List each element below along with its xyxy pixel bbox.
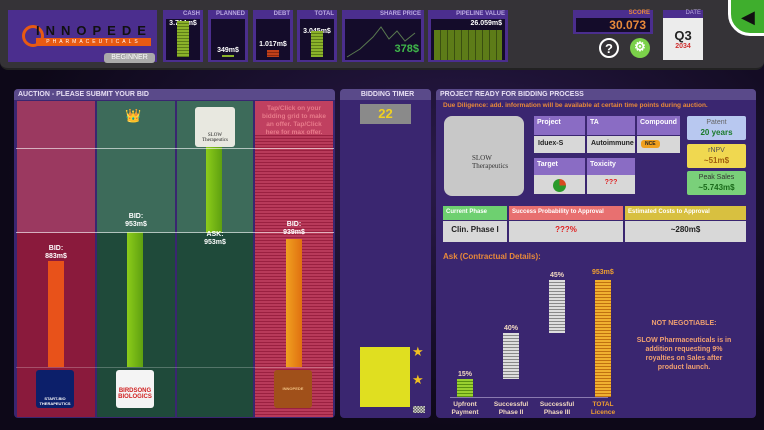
star-icon: ★ xyxy=(412,372,424,387)
cash-stat: CASH3.714m$ xyxy=(163,10,203,62)
company-tagline: PHARMACEUTICALS xyxy=(36,38,151,46)
total-licence-bar xyxy=(595,280,611,397)
player-bid-column[interactable]: Tap/Click on your bidding grid to make a… xyxy=(255,101,333,417)
peak-sales-box: Peak Sales ~5.743m$ xyxy=(687,171,746,195)
caduceus-logo-icon xyxy=(22,25,44,47)
bidder-column-birdsong[interactable]: 👑 BID: 953m$ BIRDSONG BIOLOGICS xyxy=(97,101,175,417)
phase2-bar xyxy=(503,333,519,379)
finish-flag-icon xyxy=(413,406,425,413)
difficulty-badge: BEGINNER xyxy=(104,53,155,63)
score-display: SCORE 30.073 xyxy=(573,10,653,34)
max-offer-hint[interactable]: Tap/Click on your bidding grid to make a… xyxy=(262,105,326,136)
patent-box: Patent 20 years xyxy=(687,116,746,140)
timer-value: 22 xyxy=(360,104,411,124)
share-price-stat: SHARE PRICE 378$ xyxy=(342,10,424,62)
slow-therapeutics-logo: SLOW Therapeutics xyxy=(195,107,235,147)
total-stat: TOTAL3.045m$ xyxy=(297,10,337,62)
not-negotiable-title: NOT NEGOTIABLE: xyxy=(651,320,717,327)
share-price-sparkline xyxy=(346,26,416,58)
ask-title: Ask (Contractual Details): xyxy=(443,252,541,261)
seller-column-slow: SLOW Therapeutics ASK: 953m$ xyxy=(177,101,253,417)
pipeline-stat: PIPELINE VALUE 26.059m$ xyxy=(428,10,508,62)
planned-stat: PLANNED 349m$ xyxy=(208,10,248,62)
royalty-note: SLOW Pharmaceuticals is in addition requ… xyxy=(636,337,732,371)
leader-crown-icon: 👑 xyxy=(125,108,142,123)
grid-line xyxy=(16,148,334,149)
pipeline-bars xyxy=(434,30,502,60)
grid-line xyxy=(16,232,334,233)
target-pie-icon xyxy=(553,179,566,192)
settings-gear-icon[interactable]: ⚙ xyxy=(630,38,650,58)
star-icon: ★ xyxy=(412,344,424,359)
chart-baseline xyxy=(450,397,608,398)
bidder-column-start-bio[interactable]: BID: 883m$ START-BIO THERAPEUTICS xyxy=(17,101,95,417)
back-button[interactable]: ◀ xyxy=(728,0,764,36)
rnpv-box: rNPV ~51m$ xyxy=(687,144,746,168)
company-logo: INNOPEDE PHARMACEUTICALS BEGINNER xyxy=(8,10,157,63)
back-arrow-icon: ◀ xyxy=(741,7,755,27)
debt-stat: DEBT 1.017m$ xyxy=(253,10,293,62)
phase3-bar xyxy=(549,280,565,333)
date-calendar: DATE Q3 2034 xyxy=(663,10,703,60)
birdsong-logo: BIRDSONG BIOLOGICS xyxy=(116,370,154,408)
upfront-bar xyxy=(457,379,473,397)
timer-bar xyxy=(360,347,410,407)
help-icon[interactable]: ? xyxy=(599,38,619,58)
start-bio-logo: START-BIO THERAPEUTICS xyxy=(36,370,74,408)
innopede-logo: INNOPEDE xyxy=(274,370,312,408)
company-name: INNOPEDE xyxy=(36,23,152,38)
compound-badge: NCE xyxy=(641,140,660,148)
grid-line xyxy=(16,367,334,368)
seller-logo: SLOW Therapeutics xyxy=(444,116,524,196)
